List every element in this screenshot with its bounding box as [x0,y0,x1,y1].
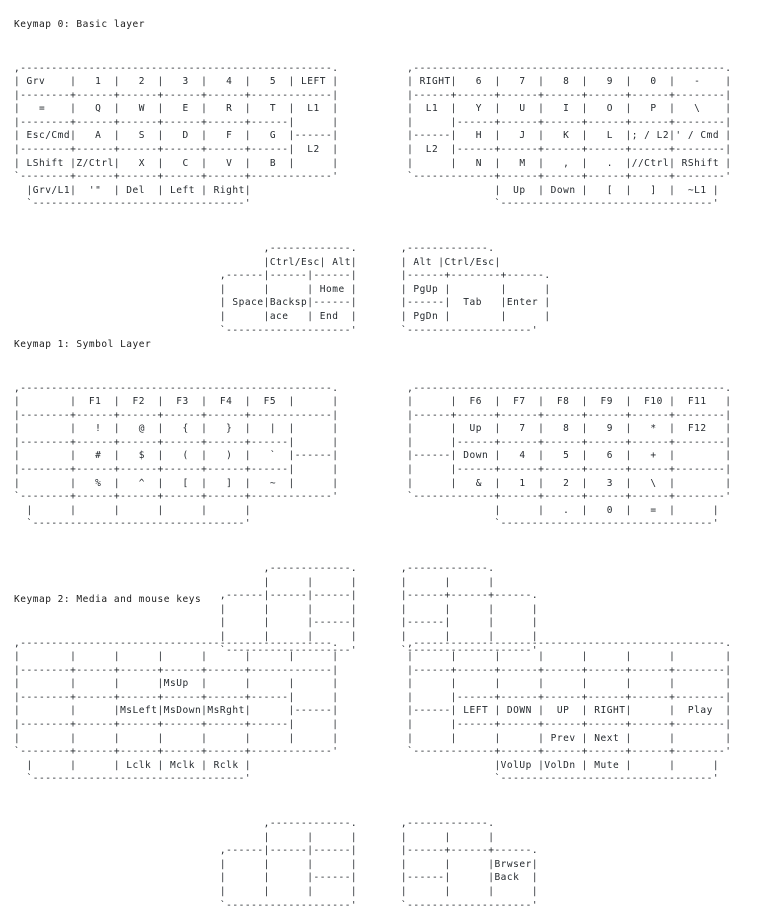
keymap-1-thumb-diagram: ,-------------. ,-------------. | | | | … [219,563,539,656]
keymap-2-thumb-diagram: ,-------------. ,-------------. | | | | … [219,818,539,911]
keymap-1-main-diagram: ,---------------------------------------… [14,382,732,530]
keymap-0-thumb-diagram: ,-------------. ,-------------. |Ctrl/Es… [219,243,551,336]
keymap-1-section: Keymap 1: Symbol Layer ,----------------… [0,338,765,667]
keymap-1-title: Keymap 1: Symbol Layer [14,339,152,350]
keymap-2-section: Keymap 2: Media and mouse keys ,--------… [0,593,765,922]
ascii-keymap-page: Keymap 0: Basic layer ,-----------------… [0,18,765,911]
keymap-0-main-diagram: ,---------------------------------------… [14,62,732,210]
keymap-2-title: Keymap 2: Media and mouse keys [14,594,202,605]
keymap-0-section: Keymap 0: Basic layer ,-----------------… [0,18,765,347]
keymap-2-main-diagram: ,---------------------------------------… [14,637,732,785]
keymap-0-title: Keymap 0: Basic layer [14,19,146,30]
